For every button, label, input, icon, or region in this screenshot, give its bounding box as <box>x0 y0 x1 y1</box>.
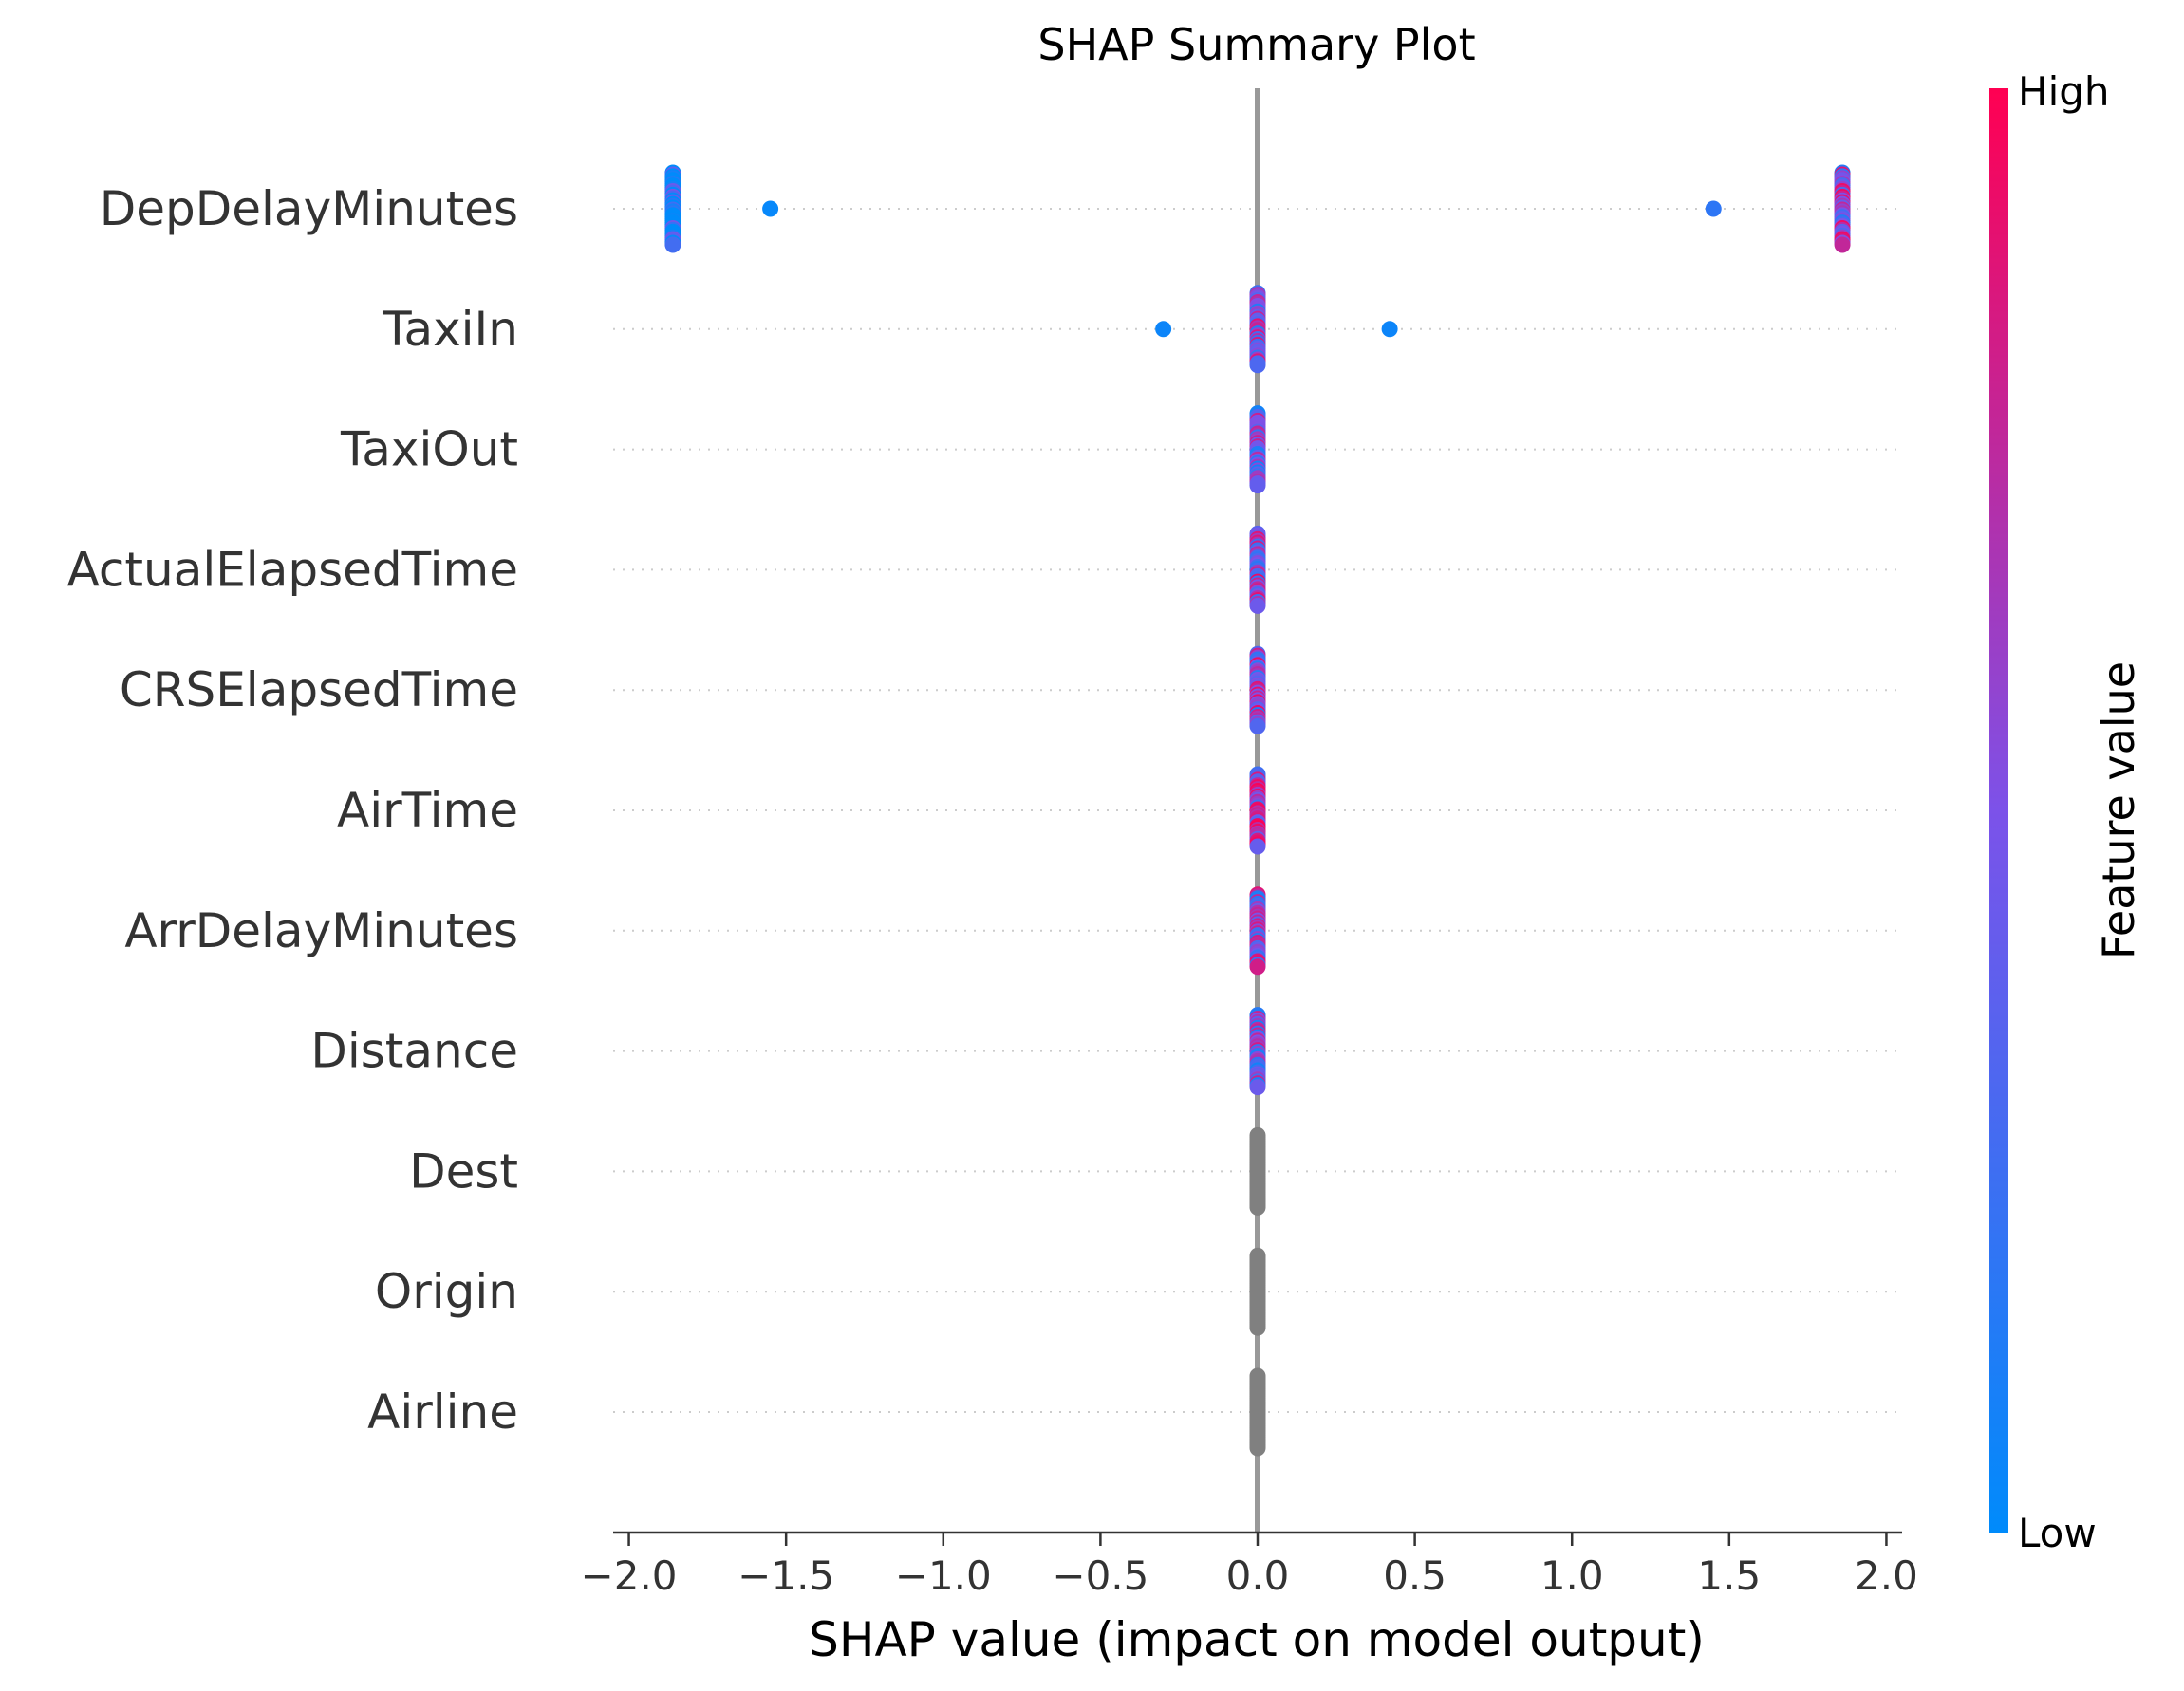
shap-point <box>1381 321 1398 338</box>
shap-point <box>1249 958 1266 976</box>
feature-label: Distance <box>310 1024 518 1079</box>
feature-label: CRSElapsedTime <box>120 662 518 717</box>
x-tick-label: 1.5 <box>1697 1552 1761 1599</box>
feature-label: ActualElapsedTime <box>67 542 518 597</box>
feature-label: Dest <box>409 1143 518 1199</box>
colorbar <box>1989 88 2008 1533</box>
x-tick-label: −2.0 <box>581 1552 678 1599</box>
shap-point <box>1249 838 1266 855</box>
colorbar-low-label: Low <box>2018 1510 2097 1556</box>
feature-label: TaxiIn <box>382 302 518 357</box>
shap-point <box>1249 1199 1266 1216</box>
feature-label: Origin <box>375 1264 518 1319</box>
shap-point <box>1705 200 1722 217</box>
feature-label: DepDelayMinutes <box>100 181 518 236</box>
shap-point <box>1249 477 1266 494</box>
shap-point <box>1249 1319 1266 1336</box>
x-tick-label: 0.0 <box>1226 1552 1290 1599</box>
feature-labels: DepDelayMinutes TaxiIn TaxiOut ActualElapse… <box>67 181 518 1440</box>
shap-points <box>664 164 1851 1457</box>
shap-point <box>762 200 779 217</box>
feature-gridlines <box>613 208 1902 1413</box>
colorbar-high-label: High <box>2018 68 2110 115</box>
shap-point <box>664 236 681 253</box>
x-tick-label: −1.0 <box>895 1552 992 1599</box>
feature-label: AirTime <box>337 783 518 838</box>
shap-point <box>1155 321 1172 338</box>
shap-point <box>1249 357 1266 374</box>
x-tick-label: 0.5 <box>1383 1552 1447 1599</box>
feature-label: TaxiOut <box>340 422 518 477</box>
x-tick-label: 2.0 <box>1855 1552 1918 1599</box>
colorbar-title: Feature value <box>2093 661 2144 959</box>
feature-label: ArrDelayMinutes <box>124 903 518 958</box>
shap-point <box>1834 236 1851 253</box>
chart-title: SHAP Summary Plot <box>1037 19 1475 70</box>
x-axis-label: SHAP value (impact on model output) <box>809 1612 1705 1667</box>
shap-point <box>1249 1079 1266 1096</box>
x-tick-label: 1.0 <box>1540 1552 1604 1599</box>
shap-point <box>1249 597 1266 614</box>
x-axis-ticks: −2.0 −1.5 −1.0 −0.5 0.0 0.5 1.0 1.5 2.0 <box>581 1533 1918 1599</box>
shap-point <box>1249 1440 1266 1457</box>
x-tick-label: −0.5 <box>1052 1552 1148 1599</box>
shap-point <box>1249 717 1266 734</box>
feature-label: Airline <box>367 1384 518 1440</box>
x-tick-label: −1.5 <box>737 1552 834 1599</box>
